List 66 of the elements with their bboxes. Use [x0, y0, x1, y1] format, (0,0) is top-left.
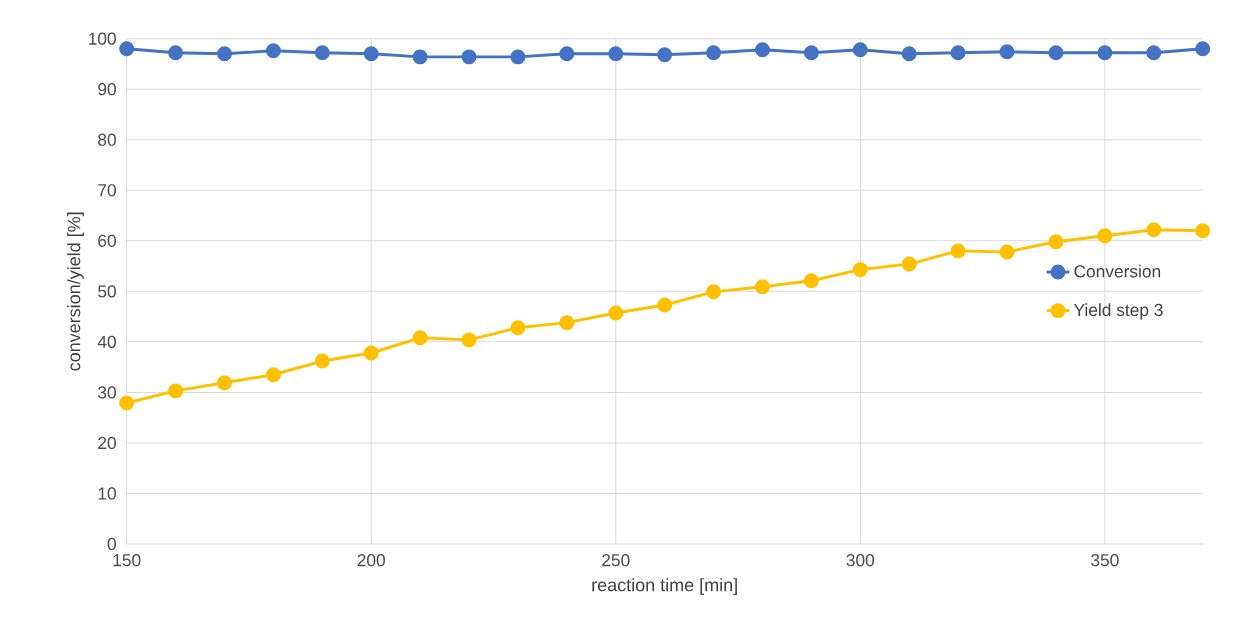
point — [168, 45, 184, 61]
point — [1146, 222, 1162, 238]
x-tick-label: 150 — [113, 554, 141, 567]
x-tick-label: 300 — [846, 554, 875, 567]
y-tick-label: 60 — [98, 234, 116, 247]
x-tick-label: 200 — [357, 554, 385, 567]
point — [314, 353, 330, 369]
point — [999, 244, 1015, 260]
y-tick-label: 0 — [107, 537, 116, 551]
point — [852, 42, 868, 58]
point — [1097, 228, 1113, 244]
point — [217, 375, 232, 391]
point — [510, 49, 526, 65]
point — [1097, 45, 1113, 61]
y-tick-label: 70 — [98, 184, 116, 197]
point — [852, 262, 868, 278]
point — [1146, 45, 1162, 61]
point — [559, 46, 575, 62]
point — [1048, 234, 1064, 250]
point — [363, 345, 379, 361]
y-tick-label: 40 — [97, 335, 116, 348]
y-tick-label: 80 — [98, 133, 116, 146]
point — [999, 44, 1015, 60]
point — [1048, 45, 1064, 61]
point — [950, 45, 966, 61]
point — [461, 49, 477, 65]
point — [706, 284, 722, 300]
point — [119, 395, 135, 411]
x-axis-title: reaction time [min] — [592, 578, 737, 595]
point — [1195, 41, 1211, 57]
y-tick-label: 50 — [98, 285, 116, 298]
point — [168, 383, 184, 399]
y-tick-label: 30 — [98, 386, 116, 399]
point — [755, 279, 770, 295]
point — [412, 49, 428, 65]
point — [119, 41, 135, 57]
point — [1195, 223, 1211, 239]
point — [950, 243, 966, 259]
x-tick-label: 250 — [602, 554, 630, 567]
point — [461, 332, 477, 348]
point — [510, 320, 526, 336]
y-axis-title: conversion/yield [%] — [67, 212, 84, 371]
y-tick-label: 10 — [98, 487, 116, 500]
point — [217, 46, 232, 62]
point — [657, 297, 673, 313]
point — [265, 43, 281, 59]
point — [265, 367, 281, 383]
point — [901, 46, 917, 62]
point — [608, 46, 624, 62]
point — [363, 46, 379, 62]
point — [803, 45, 819, 61]
point — [412, 330, 428, 346]
point — [706, 45, 722, 61]
legend-label: Conversion — [1074, 264, 1161, 278]
point — [755, 42, 770, 58]
y-tick-label: 100 — [89, 32, 116, 45]
point — [803, 273, 819, 289]
point — [559, 315, 575, 331]
point — [901, 256, 917, 272]
point — [608, 305, 624, 321]
point — [657, 47, 673, 63]
point — [314, 45, 330, 61]
y-tick-label: 90 — [98, 83, 116, 96]
legend-label: Yield step 3 — [1073, 303, 1163, 320]
x-tick-label: 350 — [1091, 554, 1119, 567]
y-tick-label: 20 — [98, 436, 116, 450]
